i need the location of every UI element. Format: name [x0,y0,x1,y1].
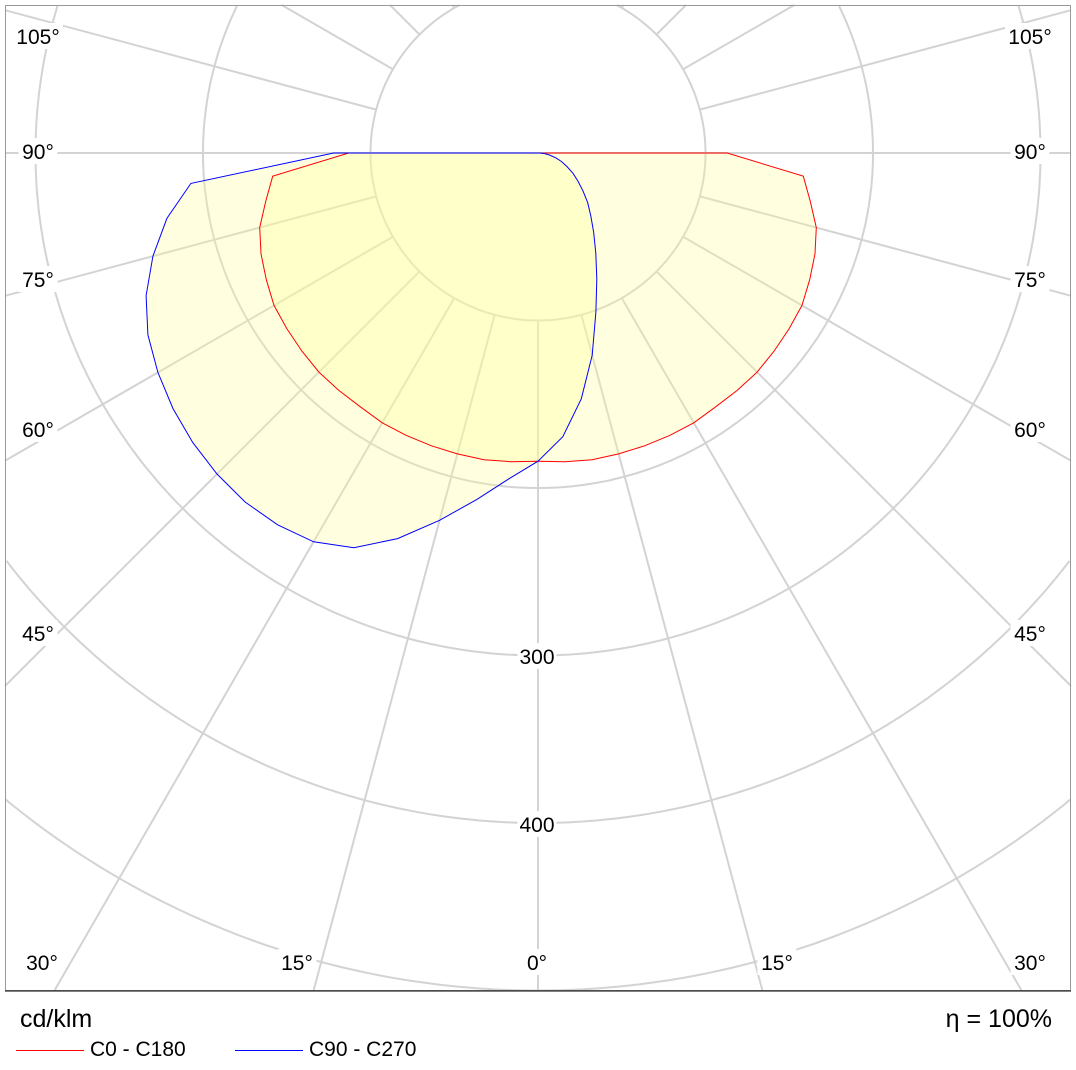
angle-label-right: 45° [1014,623,1046,646]
grid-radial-line [4,195,377,297]
angle-label-right: 60° [1014,419,1046,442]
grid-radial-line [389,4,421,36]
label-background [757,949,797,975]
grid-circle [538,4,707,322]
curves [145,152,817,549]
curve-c90-c270 [145,152,598,549]
grid-circle [538,560,1071,824]
grid-radial-line [620,297,1023,992]
label-background [22,949,62,975]
label-background [18,620,58,646]
grid-circle [538,798,1072,992]
angle-label-bottom: 30° [1014,952,1046,975]
legend-line-blue [235,1049,303,1051]
grid-radial-line [53,297,456,992]
legend-line-red [16,1049,84,1051]
fill-c90-c270 [146,153,597,548]
angle-label-left: 105° [16,26,59,49]
legend-item-c0-c180: C0 - C180 [16,1038,186,1062]
grid-radial-line [682,235,1072,462]
grid-circle [5,560,538,824]
label-background [18,138,58,164]
legend-label: C90 - C270 [309,1038,417,1061]
grid-radial-line [4,235,394,462]
angle-label-right: 105° [1008,26,1051,49]
efficiency-label: η = 100% [945,1005,1052,1033]
grid-circle [202,5,538,489]
radial-tick-label: 300 [519,646,554,669]
angle-label-left: 60° [22,419,54,442]
label-background [523,949,551,975]
grid-circle [538,5,874,489]
label-background [1005,23,1055,49]
angle-label-bottom: 15° [281,952,313,975]
label-background [1010,416,1050,442]
angle-label-left: 75° [22,269,54,292]
angle-label-bottom: 30° [26,952,58,975]
angle-label-right: 75° [1014,269,1046,292]
grid-radial-line [281,4,394,71]
grid-circle [4,798,538,992]
angle-label-bottom: 0° [527,952,547,975]
grid-radial-line [655,270,1072,687]
grid-radial-line [4,9,377,111]
unit-label: cd/klm [20,1005,93,1033]
label-background [277,949,317,975]
grid-radial-line [655,4,687,36]
label-background [1010,138,1050,164]
grid-radial-line [312,314,496,992]
label-background [1010,266,1050,292]
fill-c0-c180 [259,153,817,462]
grid-radial-line [682,4,795,71]
curve-fills [146,153,817,548]
label-background [1010,949,1050,975]
angle-label-left: 45° [22,623,54,646]
angle-label-right: 90° [1014,141,1046,164]
label-background [13,23,63,49]
grid-radial-line [699,195,1072,297]
angle-label-bottom: 15° [761,952,793,975]
angle-label-left: 90° [22,141,54,164]
label-background [517,643,557,669]
radial-tick-label: 400 [519,814,554,837]
label-background [1010,620,1050,646]
axis-labels: 105° 105° 90° 90° 75° 75° 60° 60° 45° 45° 30° 15° 0°… [13,23,1055,975]
grid-radial-line [4,270,421,687]
legend-item-c90-c270: C90 - C270 [235,1038,416,1062]
label-background [517,811,557,837]
grid-radial-line [580,314,764,992]
grid-circle [369,4,538,322]
legend-label: C0 - C180 [90,1038,186,1061]
label-background [18,416,58,442]
label-background [18,266,58,292]
